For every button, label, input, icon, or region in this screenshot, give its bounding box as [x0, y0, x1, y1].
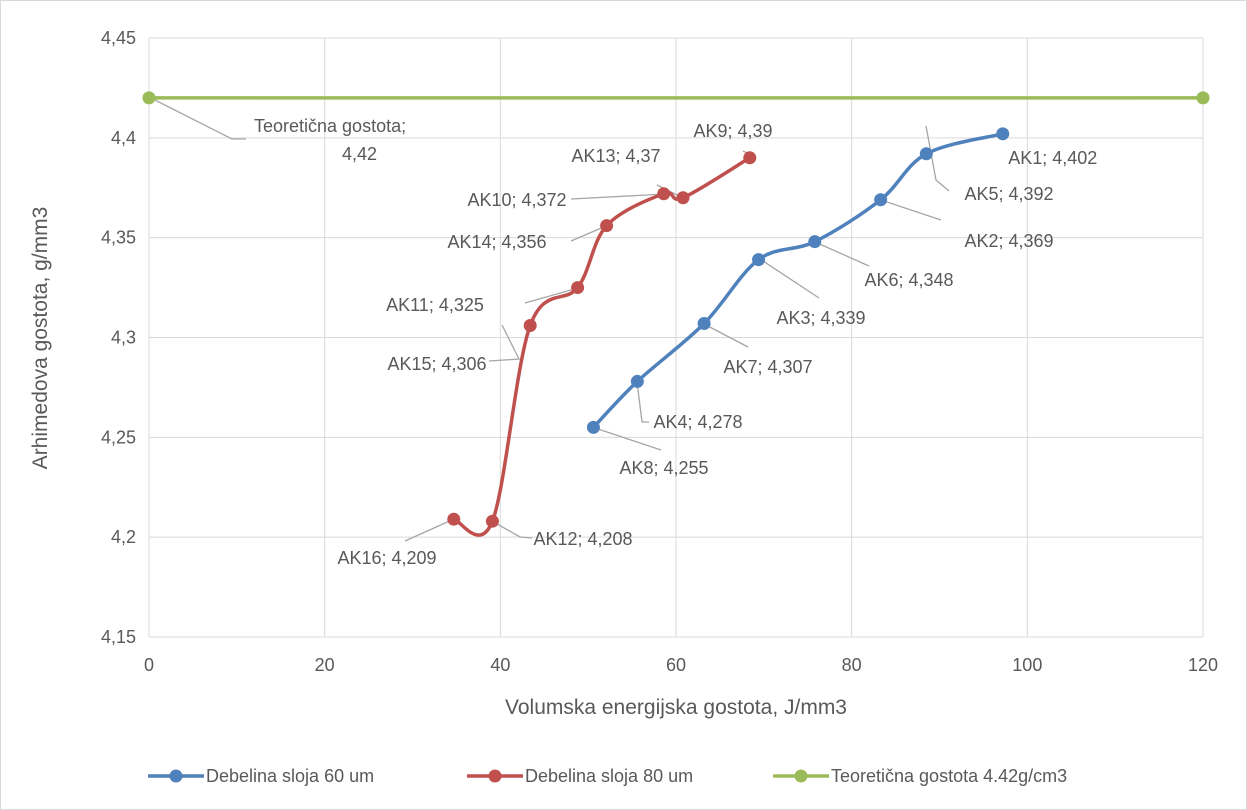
leader-line	[404, 518, 455, 542]
leader-line	[880, 199, 942, 221]
data-labels: AK8; 4,255 AK4; 4,278 AK7; 4,307 AK3; 4,339…	[254, 116, 1097, 568]
data-point	[808, 235, 822, 249]
data-point	[676, 191, 690, 205]
data-point	[743, 151, 757, 165]
legend-item: Debelina sloja 80 um	[467, 766, 693, 786]
data-label: AK3; 4,339	[776, 308, 865, 328]
y-axis-title: Arhimedova gostota, g/mm3	[29, 207, 52, 470]
gridlines	[148, 37, 1204, 638]
y-tick-label: 4,2	[111, 527, 136, 547]
leader-line	[488, 324, 521, 362]
data-point	[600, 219, 614, 233]
data-point	[447, 512, 461, 526]
data-label: AK8; 4,255	[619, 458, 708, 478]
data-point	[571, 281, 585, 295]
data-label: AK2; 4,369	[964, 231, 1053, 251]
legend-item: Debelina sloja 60 um	[148, 766, 374, 786]
data-point	[919, 147, 933, 161]
series-2	[447, 151, 757, 537]
data-label: AK13; 4,37	[571, 146, 660, 166]
data-label: AK15; 4,306	[387, 354, 486, 374]
x-tick-label: 20	[315, 655, 335, 675]
y-tick-label: 4,15	[101, 627, 136, 647]
x-tick-label: 80	[842, 655, 862, 675]
data-label: AK14; 4,356	[447, 232, 546, 252]
tick-labels: 4,15 4,2 4,25 4,3 4,35 4,4 4,45 0 20 40 60 80 100 120	[101, 28, 1218, 675]
data-point	[657, 187, 671, 201]
x-tick-label: 0	[144, 655, 154, 675]
data-point	[630, 374, 644, 388]
y-tick-label: 4,3	[111, 328, 136, 348]
y-tick-label: 4,25	[101, 427, 136, 447]
legend-item: Teoretična gostota 4.42g/cm3	[773, 766, 1067, 786]
legend-marker	[169, 769, 183, 783]
legend: Debelina sloja 60 um Debelina sloja 80 um…	[148, 766, 1067, 786]
data-point	[1196, 91, 1210, 105]
legend-label: Debelina sloja 80 um	[525, 766, 693, 786]
leader-line	[759, 258, 820, 299]
data-label: AK6; 4,348	[864, 270, 953, 290]
data-label: AK4; 4,278	[653, 412, 742, 432]
legend-label: Debelina sloja 60 um	[206, 766, 374, 786]
legend-marker	[488, 769, 502, 783]
series-3	[142, 91, 1210, 105]
legend-label: Teoretična gostota 4.42g/cm3	[831, 766, 1067, 786]
leader-line	[570, 193, 666, 200]
leader-line	[925, 125, 950, 192]
data-point	[142, 91, 156, 105]
series-line	[452, 156, 752, 537]
x-tick-label: 120	[1188, 655, 1218, 675]
leader-line	[591, 426, 662, 451]
data-label: AK12; 4,208	[533, 529, 632, 549]
data-point	[485, 514, 499, 528]
label-leader-lines	[150, 97, 950, 542]
y-tick-label: 4,4	[111, 128, 136, 148]
data-label: AK1; 4,402	[1008, 148, 1097, 168]
y-tick-label: 4,45	[101, 28, 136, 48]
series-layer	[142, 91, 1210, 537]
data-label: AK11; 4,325	[386, 295, 484, 315]
data-point	[874, 193, 888, 207]
data-label: Teoretična gostota; 4,42	[254, 116, 406, 164]
leader-line	[703, 323, 749, 348]
x-tick-label: 40	[490, 655, 510, 675]
x-tick-label: 60	[666, 655, 686, 675]
leader-line	[524, 287, 579, 304]
data-label: AK9; 4,39	[693, 121, 772, 141]
data-point	[586, 420, 600, 434]
data-label: AK10; 4,372	[467, 190, 566, 210]
data-point	[697, 317, 711, 331]
data-label: AK7; 4,307	[723, 357, 812, 377]
leader-line	[814, 241, 870, 267]
leader-line	[150, 97, 246, 140]
leader-line	[636, 381, 649, 423]
leader-line	[491, 520, 533, 539]
x-axis-title: Volumska energijska gostota, J/mm3	[505, 696, 847, 719]
data-label: AK16; 4,209	[337, 548, 436, 568]
data-label: AK5; 4,392	[964, 184, 1053, 204]
legend-marker	[794, 769, 808, 783]
y-tick-label: 4,35	[101, 228, 136, 248]
leader-line	[570, 225, 607, 242]
data-point	[752, 253, 766, 267]
series-1	[586, 127, 1010, 434]
data-point	[996, 127, 1010, 141]
x-tick-label: 100	[1012, 655, 1042, 675]
data-point	[523, 319, 537, 333]
